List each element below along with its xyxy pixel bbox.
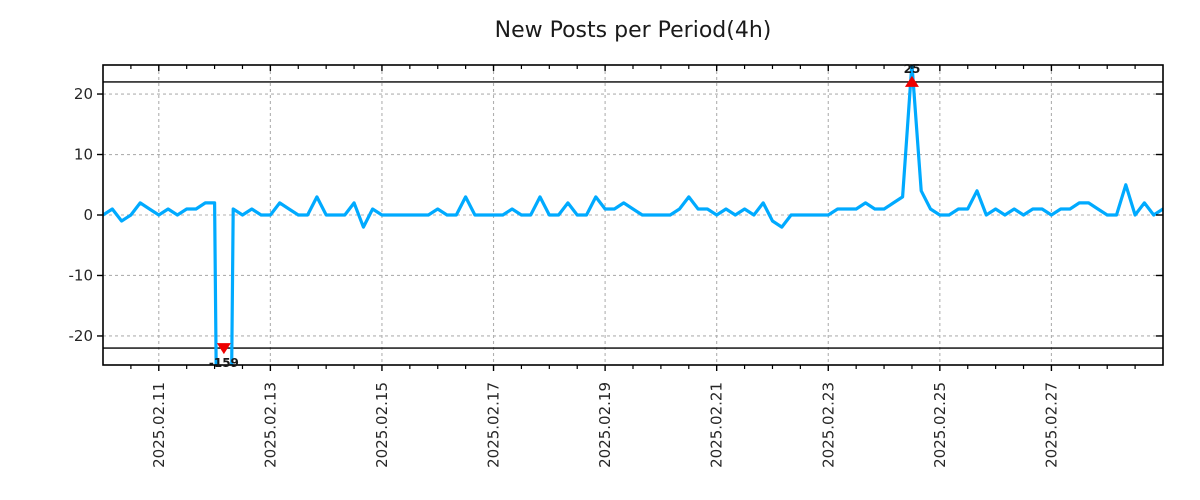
x-tick-label: 2025.02.17 xyxy=(485,382,503,468)
x-tick-label: 2025.02.21 xyxy=(708,382,726,468)
y-tick-labels: 20 10 0 -10 -20 xyxy=(69,85,94,345)
x-tick-label: 2025.02.23 xyxy=(819,382,837,468)
clip-limit-lines xyxy=(103,81,1163,349)
y-tick-label: 0 xyxy=(83,206,93,224)
dip-clip-marker xyxy=(216,343,231,355)
y-tick-label: 20 xyxy=(74,85,93,103)
x-tick-label: 2025.02.27 xyxy=(1042,382,1060,468)
x-tick-labels: 2025.02.11 2025.02.13 2025.02.15 2025.02.17… xyxy=(150,382,1061,468)
x-tick-label: 2025.02.15 xyxy=(373,382,391,468)
x-tick-label: 2025.02.19 xyxy=(596,382,614,468)
data-series xyxy=(103,65,1163,365)
annotation-value-label: 25 xyxy=(904,62,921,76)
x-tick-label: 2025.02.11 xyxy=(150,382,168,468)
chart-title: New Posts per Period(4h) xyxy=(495,18,772,43)
annotation-labels: -159 25 xyxy=(209,62,920,370)
y-tick-label: -10 xyxy=(69,266,94,284)
x-tick-label: 2025.02.13 xyxy=(261,382,279,468)
tick-marks xyxy=(97,65,1163,371)
series-line xyxy=(103,65,1163,365)
peak-clip-marker xyxy=(904,75,919,87)
clip-markers xyxy=(216,75,919,355)
y-tick-label: -20 xyxy=(69,327,94,345)
x-tick-label: 2025.02.25 xyxy=(931,382,949,468)
y-tick-label: 10 xyxy=(74,146,93,164)
annotation-value-label: -159 xyxy=(209,356,239,370)
